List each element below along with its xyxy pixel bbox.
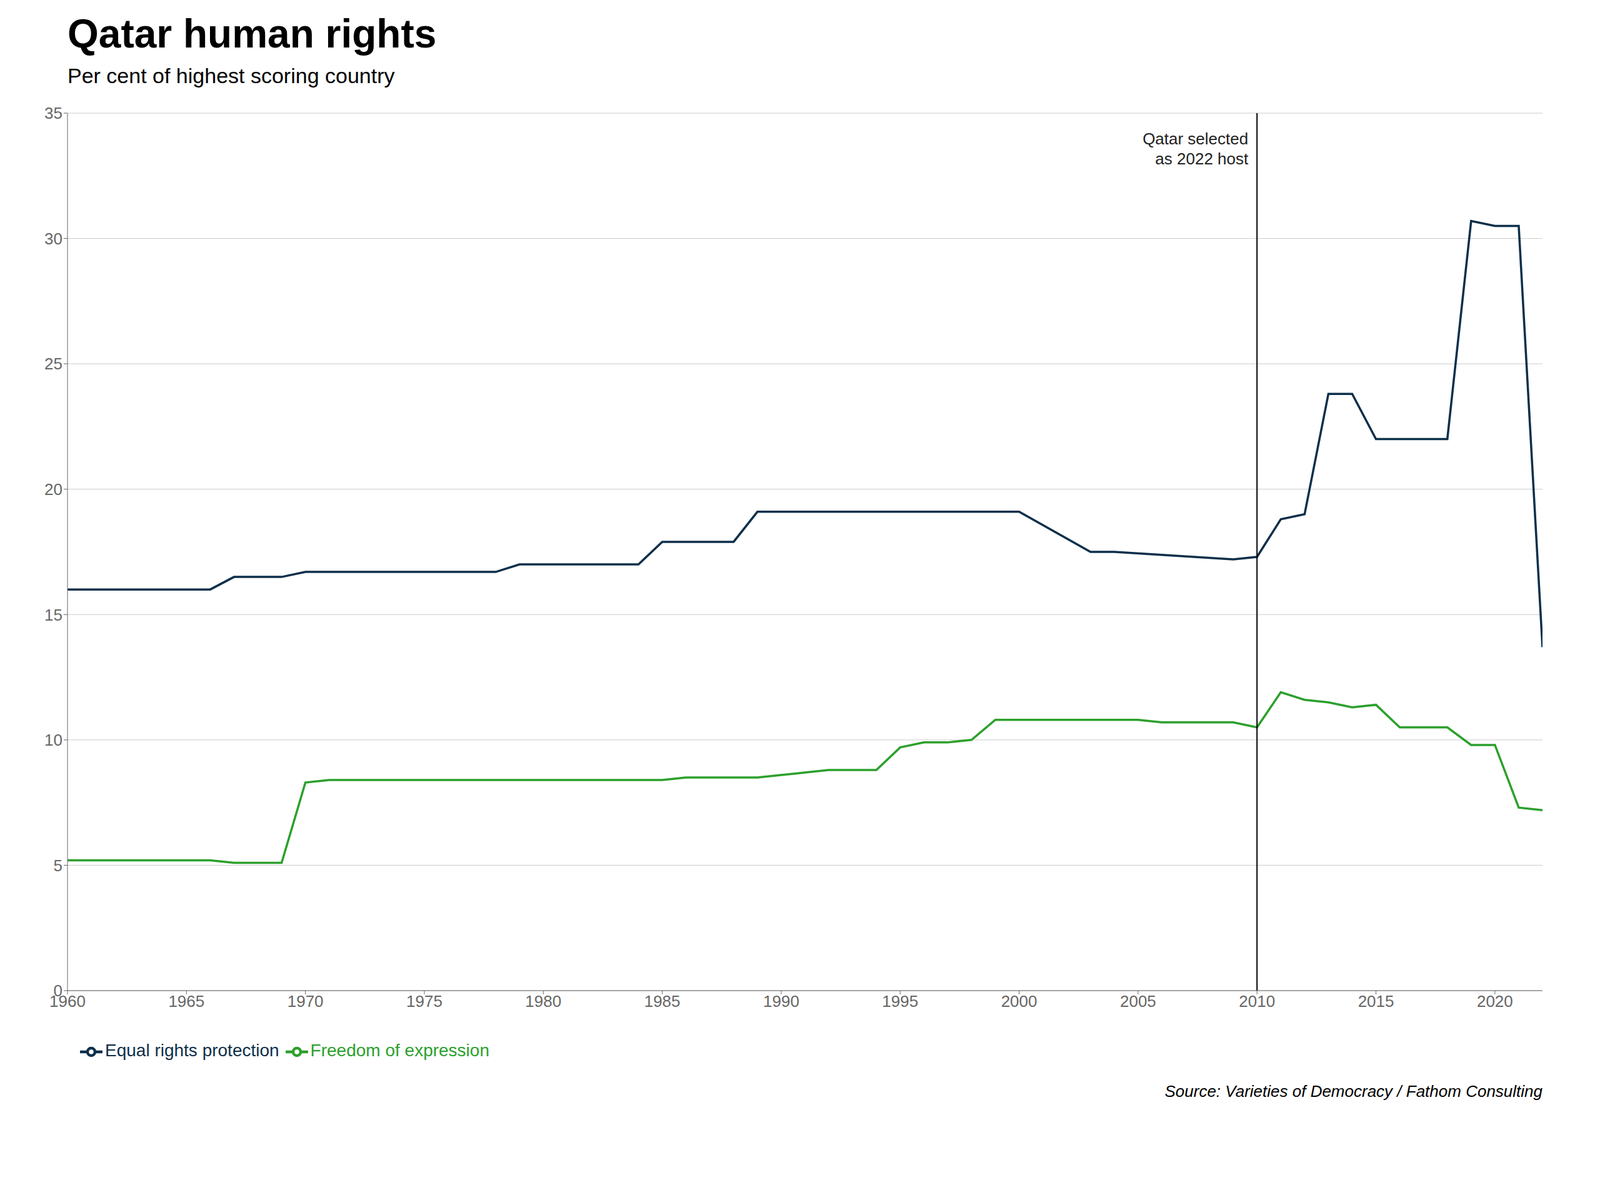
svg-text:35: 35 bbox=[44, 103, 63, 123]
svg-text:1980: 1980 bbox=[525, 991, 562, 1011]
svg-text:1975: 1975 bbox=[406, 991, 443, 1011]
html-text:Source: Varieties of Democracy: Source: Varieties of Democracy / Fathom … bbox=[1164, 1081, 1543, 1101]
svg-text:Qatar selectedas 2022 host: Qatar selectedas 2022 host bbox=[1142, 129, 1249, 169]
svg-text:2015: 2015 bbox=[1358, 991, 1395, 1011]
svg-text:15: 15 bbox=[44, 605, 63, 624]
svg-text:20: 20 bbox=[44, 480, 63, 499]
svg-text:1995: 1995 bbox=[881, 991, 919, 1011]
svg-text:1965: 1965 bbox=[168, 991, 205, 1011]
svg-text:2010: 2010 bbox=[1238, 991, 1275, 1011]
svg-text:1985: 1985 bbox=[644, 991, 681, 1011]
svg-text:1960: 1960 bbox=[49, 991, 86, 1011]
svg-text:1990: 1990 bbox=[763, 991, 800, 1011]
html-text:Equal rights protection: Equal rights protection bbox=[105, 1040, 280, 1060]
html-text:Qatar human rights: Qatar human rights bbox=[67, 11, 437, 57]
svg-text:25: 25 bbox=[44, 354, 63, 374]
svg-text:10: 10 bbox=[44, 730, 63, 750]
svg-text:5: 5 bbox=[53, 855, 63, 875]
svg-text:2000: 2000 bbox=[1001, 991, 1038, 1011]
svg-text:0: 0 bbox=[53, 981, 63, 1000]
svg-text:2005: 2005 bbox=[1120, 991, 1157, 1011]
html-text:Per cent of highest scoring co: Per cent of highest scoring country bbox=[67, 63, 395, 88]
svg-text:1970: 1970 bbox=[287, 991, 324, 1011]
svg-text:30: 30 bbox=[44, 228, 63, 248]
html-text:Freedom of expression: Freedom of expression bbox=[310, 1040, 490, 1060]
svg-text:2020: 2020 bbox=[1476, 991, 1514, 1011]
